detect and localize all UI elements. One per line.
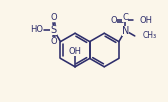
- Text: OH: OH: [69, 48, 82, 57]
- Text: OH: OH: [139, 16, 152, 25]
- Text: C: C: [122, 13, 128, 22]
- Text: O: O: [51, 13, 57, 22]
- Text: HO: HO: [30, 25, 43, 34]
- Text: O: O: [110, 16, 117, 25]
- Text: S: S: [50, 25, 57, 35]
- Text: CH₃: CH₃: [143, 31, 157, 40]
- Text: N: N: [122, 26, 129, 35]
- Text: O: O: [51, 37, 57, 46]
